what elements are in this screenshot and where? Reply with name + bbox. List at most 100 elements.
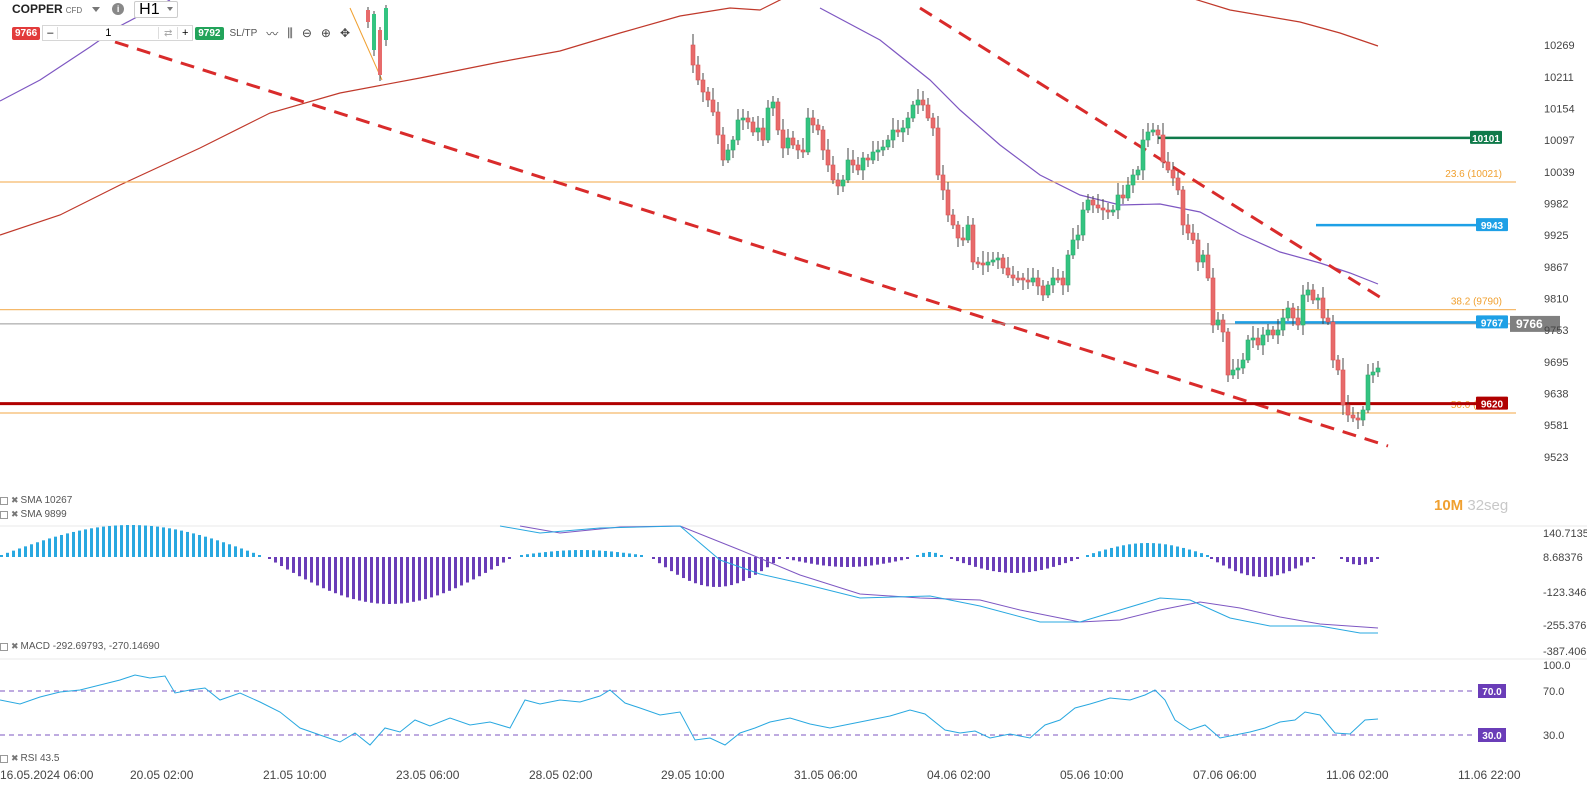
candle (940, 174, 946, 191)
info-icon[interactable]: i (112, 3, 125, 15)
swap-icon[interactable]: ⇄ (164, 27, 173, 39)
macd-histogram-bar (568, 550, 571, 557)
macd-histogram-bar (108, 525, 111, 557)
macd-histogram-bar (180, 530, 183, 557)
macd-histogram-bar (1264, 557, 1267, 577)
candle (1010, 274, 1016, 279)
zoom-in-icon[interactable]: ⊕ (320, 26, 331, 40)
candle (755, 127, 761, 133)
sltp-button[interactable]: SL/TP (229, 27, 258, 39)
candle (975, 261, 981, 265)
candle-timer: 10M 32seg (1434, 497, 1508, 514)
macd-histogram-bar (502, 557, 505, 563)
candle (950, 214, 956, 226)
move-icon[interactable]: ✥ (339, 26, 351, 40)
macd-histogram-bar (906, 557, 909, 559)
macd-histogram-bar (60, 534, 63, 557)
close-icon[interactable]: ✖ (11, 753, 19, 763)
candle (1320, 297, 1326, 319)
macd-histogram-bar (174, 529, 177, 557)
rsi-pane: 100.0 70.0 30.0 70.0 30.0 (0, 660, 1571, 746)
macd-histogram-bar (1158, 543, 1161, 557)
macd-histogram-bar (622, 552, 625, 557)
sell-price-button[interactable]: 9766 (12, 26, 41, 40)
buy-price-button[interactable]: 9792 (195, 26, 224, 40)
price-tick-label: 10097 (1544, 135, 1575, 147)
time-axis: 16.05.2024 06:00 20.05 02:00 21.05 10:00 23… (0, 768, 1521, 782)
candle (985, 261, 991, 266)
macd-histogram-bar (544, 552, 547, 557)
candle (965, 224, 971, 241)
macd-histogram-bar (1128, 544, 1131, 557)
candle (1175, 177, 1181, 191)
close-icon[interactable]: ✖ (11, 641, 19, 651)
candle (730, 139, 736, 151)
close-icon[interactable]: ✖ (11, 495, 19, 505)
candle (815, 124, 821, 131)
candle (920, 99, 926, 106)
macd-histogram-bar (1182, 547, 1185, 557)
timeframe-select[interactable]: H1 (134, 0, 179, 18)
macd-histogram-bar (454, 557, 457, 589)
symbol-name[interactable]: COPPER (12, 2, 63, 16)
macd-histogram-bar (816, 557, 819, 565)
rsi-legend[interactable]: ✖ RSI 43.5 (0, 753, 59, 764)
macd-histogram-bar (736, 557, 739, 584)
macd-histogram-bar (694, 557, 697, 584)
macd-histogram-bar (210, 538, 213, 557)
candle (1220, 319, 1226, 333)
candle (1225, 331, 1231, 376)
macd-histogram-bar (974, 557, 977, 567)
rsi-line (0, 674, 1379, 746)
macd-histogram-bar (150, 525, 153, 557)
macd-histogram-bar (760, 557, 763, 572)
zoom-out-icon[interactable]: ⊖ (301, 26, 312, 40)
increase-button[interactable]: + (177, 27, 192, 39)
symbol-bar: COPPER CFD i H1 (12, 0, 179, 18)
macd-histogram-bar (30, 544, 33, 557)
macd-pane: 140.7135 8.68376 -123.346 -255.376 -387.406 (0, 525, 1587, 658)
sma-legend-2[interactable]: ✖ SMA 9899 (0, 509, 67, 520)
macd-histogram-bar (916, 555, 919, 557)
macd-histogram-bar (550, 551, 553, 557)
candle (1295, 317, 1301, 326)
macd-histogram-bar (538, 552, 541, 557)
macd-histogram-bar (1228, 557, 1231, 569)
macd-histogram-bar (418, 557, 421, 601)
macd-histogram-bar (78, 530, 81, 557)
candle (1095, 204, 1101, 209)
symbol-dropdown-icon[interactable] (92, 6, 101, 12)
candle (770, 101, 776, 109)
candle (1130, 174, 1136, 186)
close-icon[interactable]: ✖ (11, 509, 19, 519)
quantity-input[interactable]: 1 (57, 27, 160, 39)
line-chart-icon[interactable]: 〰 (266, 26, 279, 41)
sma-long-line (0, 0, 1379, 236)
macd-histogram-bar (186, 531, 189, 557)
rsi-legend-label: RSI 43.5 (20, 753, 60, 764)
rsi-tick-label: 30.0 (1543, 730, 1564, 742)
macd-legend[interactable]: ✖ MACD -292.69793, -270.14690 (0, 641, 160, 652)
trendline-lower (114, 40, 1389, 448)
macd-histogram-bar (1206, 555, 1209, 557)
macd-legend-label: MACD -292.69793, -270.14690 (20, 641, 160, 652)
candle (1005, 267, 1011, 276)
candle (705, 91, 711, 101)
macd-histogram-bar (1098, 551, 1101, 557)
candle-type-icon[interactable]: ⫼ (287, 25, 293, 40)
decrease-button[interactable]: – (47, 27, 54, 39)
candle (860, 157, 866, 171)
macd-histogram-bar (6, 552, 9, 557)
macd-histogram-bar (268, 557, 271, 559)
macd-histogram-bar (700, 557, 703, 586)
macd-histogram-bar (772, 557, 775, 564)
macd-histogram-bar (628, 553, 631, 557)
sma-legend-1[interactable]: ✖ SMA 10267 (0, 495, 72, 506)
macd-histogram-bar (556, 550, 559, 557)
candle (1060, 277, 1066, 286)
candle (1195, 239, 1201, 263)
macd-histogram-bar (562, 550, 565, 557)
macd-histogram-bar (1040, 557, 1043, 570)
quantity-stepper[interactable]: – 1 ⇄ + (42, 25, 194, 41)
